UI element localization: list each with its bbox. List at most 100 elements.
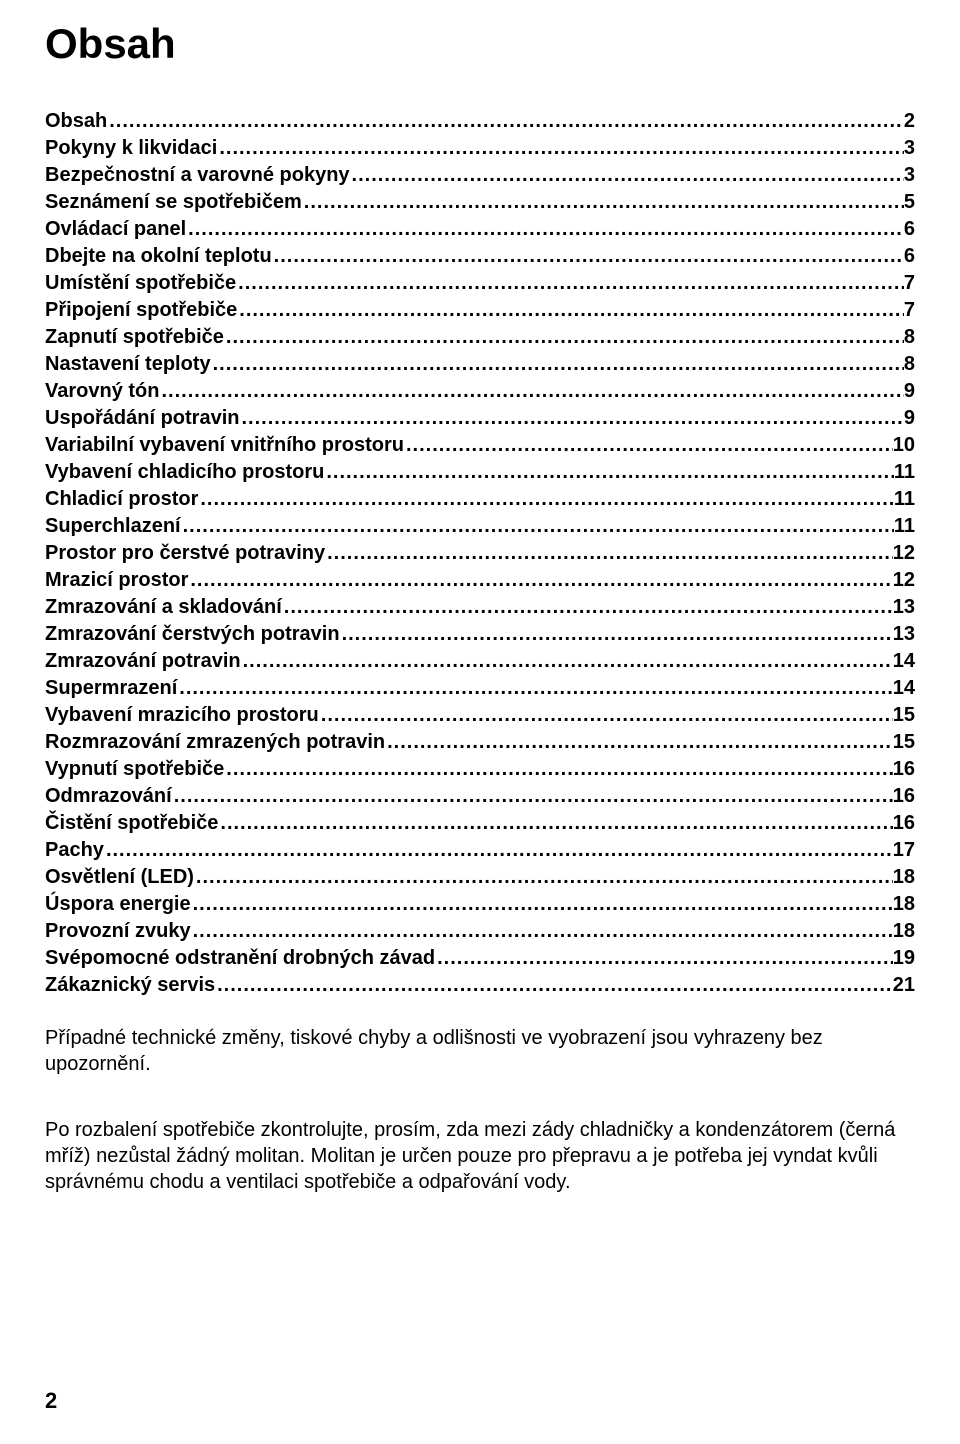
toc-entry-label: Zákaznický servis: [45, 972, 215, 999]
toc-entry: Dbejte na okolní teplotu................…: [45, 243, 915, 270]
toc-entry-label: Připojení spotřebiče: [45, 297, 237, 324]
toc-leader-dots: ........................................…: [172, 783, 893, 810]
toc-entry-label: Ovládací panel: [45, 216, 186, 243]
toc-entry-page: 6: [904, 243, 915, 270]
toc-entry: Čistění spotřebiče......................…: [45, 810, 915, 837]
toc-leader-dots: ........................................…: [302, 189, 904, 216]
toc-leader-dots: ........................................…: [104, 837, 893, 864]
toc-entry-page: 7: [904, 270, 915, 297]
toc-entry-page: 15: [893, 729, 915, 756]
toc-entry-page: 11: [894, 486, 915, 513]
toc-entry: Seznámení se spotřebičem................…: [45, 189, 915, 216]
toc-leader-dots: ........................................…: [224, 756, 892, 783]
toc-entry: Bezpečnostní a varovné pokyny...........…: [45, 162, 915, 189]
toc-leader-dots: ........................................…: [435, 945, 893, 972]
toc-entry: Nastavení teploty.......................…: [45, 351, 915, 378]
toc-entry: Zapnutí spotřebiče......................…: [45, 324, 915, 351]
toc-entry-page: 14: [893, 675, 915, 702]
toc-entry-label: Odmrazování: [45, 783, 172, 810]
toc-entry-label: Varovný tón: [45, 378, 159, 405]
toc-leader-dots: ........................................…: [188, 567, 892, 594]
toc-entry-page: 16: [893, 756, 915, 783]
toc-leader-dots: ........................................…: [385, 729, 893, 756]
toc-entry-page: 2: [904, 108, 915, 135]
toc-entry-label: Vybavení mrazicího prostoru: [45, 702, 319, 729]
toc-entry: Varovný tón.............................…: [45, 378, 915, 405]
toc-leader-dots: ........................................…: [217, 135, 904, 162]
toc-leader-dots: ........................................…: [236, 270, 904, 297]
toc-leader-dots: ........................................…: [177, 675, 892, 702]
toc-entry-page: 16: [893, 783, 915, 810]
toc-entry-label: Seznámení se spotřebičem: [45, 189, 302, 216]
toc-entry: Provozní zvuky..........................…: [45, 918, 915, 945]
disclaimer-paragraph: Případné technické změny, tiskové chyby …: [45, 1025, 915, 1077]
toc-entry: Pachy...................................…: [45, 837, 915, 864]
toc-entry-page: 15: [893, 702, 915, 729]
toc-entry-label: Dbejte na okolní teplotu: [45, 243, 272, 270]
toc-leader-dots: ........................................…: [191, 891, 893, 918]
toc-entry-label: Vypnutí spotřebiče: [45, 756, 224, 783]
toc-entry: Pokyny k likvidaci......................…: [45, 135, 915, 162]
toc-entry-label: Zapnutí spotřebiče: [45, 324, 224, 351]
toc-entry-label: Chladicí prostor: [45, 486, 198, 513]
page-number: 2: [45, 1388, 57, 1414]
toc-entry-page: 5: [904, 189, 915, 216]
toc-entry: Zmrazování čerstvých potravin...........…: [45, 621, 915, 648]
toc-entry-label: Pachy: [45, 837, 104, 864]
toc-entry-label: Umístění spotřebiče: [45, 270, 236, 297]
toc-leader-dots: ........................................…: [224, 324, 904, 351]
toc-entry-label: Svépomocné odstranění drobných závad: [45, 945, 435, 972]
toc-entry-page: 16: [893, 810, 915, 837]
toc-entry-page: 17: [893, 837, 915, 864]
toc-entry-page: 21: [893, 972, 915, 999]
toc-leader-dots: ........................................…: [159, 378, 903, 405]
toc-entry-page: 13: [893, 621, 915, 648]
toc-entry-label: Mrazicí prostor: [45, 567, 188, 594]
toc-entry-page: 13: [893, 594, 915, 621]
toc-leader-dots: ........................................…: [350, 162, 904, 189]
toc-entry-label: Supermrazení: [45, 675, 177, 702]
toc-entry-page: 8: [904, 324, 915, 351]
toc-entry-label: Zmrazování potravin: [45, 648, 241, 675]
toc-entry-page: 18: [893, 891, 915, 918]
toc-leader-dots: ........................................…: [340, 621, 893, 648]
toc-entry-page: 12: [893, 567, 915, 594]
toc-entry-label: Vybavení chladicího prostoru: [45, 459, 324, 486]
toc-entry-page: 9: [904, 378, 915, 405]
toc-leader-dots: ........................................…: [194, 864, 893, 891]
instruction-paragraph: Po rozbalení spotřebiče zkontrolujte, pr…: [45, 1117, 915, 1195]
page-title: Obsah: [45, 20, 915, 68]
toc-entry: Chladicí prostor........................…: [45, 486, 915, 513]
toc-entry: Svépomocné odstranění drobných závad....…: [45, 945, 915, 972]
toc-entry: Zmrazování potravin.....................…: [45, 648, 915, 675]
toc-entry-page: 19: [893, 945, 915, 972]
toc-entry-page: 7: [904, 297, 915, 324]
toc-leader-dots: ........................................…: [186, 216, 904, 243]
toc-entry: Ovládací panel..........................…: [45, 216, 915, 243]
toc-leader-dots: ........................................…: [272, 243, 904, 270]
toc-leader-dots: ........................................…: [319, 702, 893, 729]
toc-entry-label: Prostor pro čerstvé potraviny: [45, 540, 325, 567]
toc-leader-dots: ........................................…: [218, 810, 892, 837]
toc-entry: Prostor pro čerstvé potraviny...........…: [45, 540, 915, 567]
toc-entry: Umístění spotřebiče.....................…: [45, 270, 915, 297]
toc-entry-label: Rozmrazování zmrazených potravin: [45, 729, 385, 756]
toc-leader-dots: ........................................…: [325, 540, 893, 567]
toc-entry-page: 3: [904, 135, 915, 162]
toc-entry: Uspořádání potravin.....................…: [45, 405, 915, 432]
toc-entry-label: Úspora energie: [45, 891, 191, 918]
toc-entry: Připojení spotřebiče....................…: [45, 297, 915, 324]
toc-entry: Vybavení chladicího prostoru............…: [45, 459, 915, 486]
toc-leader-dots: ........................................…: [191, 918, 893, 945]
toc-entry-page: 6: [904, 216, 915, 243]
toc-entry: Úspora energie..........................…: [45, 891, 915, 918]
toc-entry-label: Zmrazování čerstvých potravin: [45, 621, 340, 648]
toc-entry-label: Čistění spotřebiče: [45, 810, 218, 837]
toc-entry: Zákaznický servis.......................…: [45, 972, 915, 999]
toc-entry-page: 12: [893, 540, 915, 567]
toc-entry-label: Provozní zvuky: [45, 918, 191, 945]
toc-leader-dots: ........................................…: [241, 648, 893, 675]
toc-entry: Vybavení mrazicího prostoru.............…: [45, 702, 915, 729]
toc-entry: Vypnutí spotřebiče......................…: [45, 756, 915, 783]
toc-leader-dots: ........................................…: [237, 297, 904, 324]
